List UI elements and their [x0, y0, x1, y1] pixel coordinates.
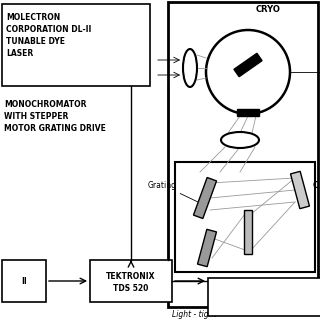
Bar [291, 171, 309, 209]
Bar [234, 53, 262, 77]
Bar [90, 260, 172, 302]
Bar [208, 278, 320, 316]
Bar [175, 162, 315, 272]
Bar [2, 4, 150, 86]
Text: Grating: Grating [148, 180, 197, 202]
Bar [197, 229, 217, 267]
Bar [244, 210, 252, 254]
Text: HAMAMATSU: HAMAMATSU [212, 283, 268, 292]
Text: MONOCHROMATOR: MONOCHROMATOR [4, 100, 86, 109]
Bar [168, 2, 318, 307]
Ellipse shape [183, 49, 197, 87]
Bar [2, 260, 46, 302]
Text: R 2949 P: R 2949 P [212, 295, 250, 304]
Text: TEKTRONIX: TEKTRONIX [106, 272, 156, 281]
Text: CORPORATION DL-II: CORPORATION DL-II [6, 25, 92, 34]
Bar [237, 109, 259, 116]
Text: MOLECTRON: MOLECTRON [6, 13, 60, 22]
Text: II: II [21, 276, 27, 285]
Text: WITH STEPPER: WITH STEPPER [4, 112, 68, 121]
Ellipse shape [221, 132, 259, 148]
Text: Light - tight: Light - tight [172, 310, 217, 319]
Text: LASER: LASER [6, 49, 33, 58]
Text: CRYO: CRYO [256, 5, 281, 14]
Text: MOTOR GRATING DRIVE: MOTOR GRATING DRIVE [4, 124, 106, 133]
Text: TUNABLE DYE: TUNABLE DYE [6, 37, 65, 46]
Bar [194, 178, 217, 219]
Circle shape [206, 30, 290, 114]
Text: C: C [313, 180, 319, 189]
Text: TDS 520: TDS 520 [113, 284, 149, 293]
